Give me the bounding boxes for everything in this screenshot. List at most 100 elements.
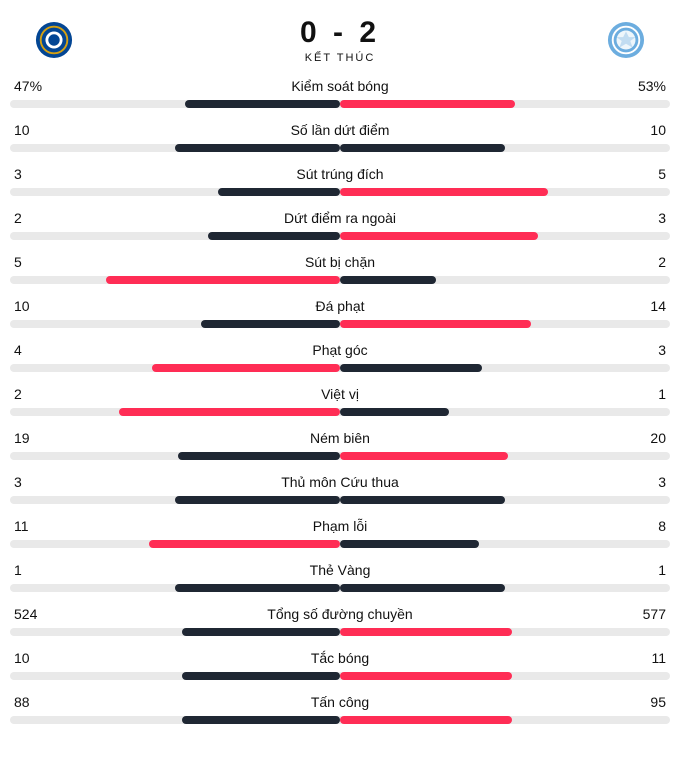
stat-row: 47%Kiểm soát bóng53% — [10, 78, 670, 108]
stat-row: 3Sút trúng đích5 — [10, 166, 670, 196]
away-team-crest — [606, 20, 646, 60]
stats-list: 47%Kiểm soát bóng53% 10Số lần dứt điểm10 3… — [10, 78, 670, 724]
stat-bar — [10, 144, 670, 152]
stat-home-bar — [178, 452, 340, 460]
stat-away-value: 1 — [630, 386, 666, 402]
score-text: 0 - 2 — [300, 16, 380, 50]
match-stats-panel: 0 - 2 KẾT THÚC 47%Kiểm soát bóng53% 10Số … — [0, 0, 680, 742]
stat-bar — [10, 188, 670, 196]
stat-home-value: 524 — [14, 606, 50, 622]
stat-row: 524Tổng số đường chuyền577 — [10, 606, 670, 636]
stat-home-value: 11 — [14, 518, 50, 534]
stat-away-bar — [340, 496, 505, 504]
stat-label: Đá phạt — [50, 298, 630, 314]
stat-bar — [10, 540, 670, 548]
stat-bar — [10, 232, 670, 240]
match-status: KẾT THÚC — [300, 52, 380, 64]
stat-away-bar — [340, 408, 449, 416]
stat-bar — [10, 672, 670, 680]
stat-away-bar — [340, 276, 436, 284]
stat-label: Tổng số đường chuyền — [50, 606, 630, 622]
stat-label: Thủ môn Cứu thua — [50, 474, 630, 490]
stat-home-value: 19 — [14, 430, 50, 446]
stat-label: Dứt điểm ra ngoài — [50, 210, 630, 226]
stat-home-value: 10 — [14, 122, 50, 138]
stat-head: 11Phạm lỗi8 — [10, 518, 670, 540]
stat-home-value: 3 — [14, 166, 50, 182]
stat-home-bar — [175, 496, 340, 504]
stat-home-bar — [106, 276, 340, 284]
stat-away-bar — [340, 100, 515, 108]
stat-away-bar — [340, 672, 512, 680]
stat-home-value: 2 — [14, 210, 50, 226]
stat-home-value: 47% — [14, 78, 50, 94]
stat-away-bar — [340, 716, 512, 724]
stat-head: 10Số lần dứt điểm10 — [10, 122, 670, 144]
stat-row: 10Tắc bóng11 — [10, 650, 670, 680]
stat-label: Tấn công — [50, 694, 630, 710]
stat-head: 10Đá phạt14 — [10, 298, 670, 320]
stat-away-value: 95 — [630, 694, 666, 710]
stat-bar — [10, 276, 670, 284]
stat-away-value: 5 — [630, 166, 666, 182]
stat-home-bar — [182, 672, 340, 680]
stat-head: 2Việt vị1 — [10, 386, 670, 408]
stat-away-bar — [340, 232, 538, 240]
stat-bar — [10, 584, 670, 592]
stat-home-bar — [119, 408, 340, 416]
stat-row: 10Đá phạt14 — [10, 298, 670, 328]
stat-label: Sút bị chặn — [50, 254, 630, 270]
stat-head: 3Sút trúng đích5 — [10, 166, 670, 188]
stat-bar — [10, 628, 670, 636]
stat-bar — [10, 716, 670, 724]
stat-home-bar — [175, 584, 340, 592]
stat-home-bar — [152, 364, 340, 372]
stat-label: Phạm lỗi — [50, 518, 630, 534]
stat-away-value: 53% — [630, 78, 666, 94]
stat-home-bar — [182, 716, 340, 724]
stat-away-value: 2 — [630, 254, 666, 270]
score-block: 0 - 2 KẾT THÚC — [300, 16, 380, 64]
stat-home-bar — [201, 320, 340, 328]
stat-home-value: 3 — [14, 474, 50, 490]
stat-label: Phạt góc — [50, 342, 630, 358]
stat-label: Sút trúng đích — [50, 166, 630, 182]
stat-row: 2Việt vị1 — [10, 386, 670, 416]
stat-home-bar — [149, 540, 340, 548]
home-score: 0 — [300, 16, 321, 49]
stat-home-value: 2 — [14, 386, 50, 402]
stat-head: 3Thủ môn Cứu thua3 — [10, 474, 670, 496]
home-team-crest — [34, 20, 74, 60]
stat-row: 88Tấn công95 — [10, 694, 670, 724]
stat-away-bar — [340, 540, 479, 548]
stat-bar — [10, 320, 670, 328]
stat-head: 10Tắc bóng11 — [10, 650, 670, 672]
stat-row: 4Phạt góc3 — [10, 342, 670, 372]
stat-home-bar — [182, 628, 340, 636]
stat-away-bar — [340, 320, 531, 328]
stat-away-value: 10 — [630, 122, 666, 138]
stat-away-value: 14 — [630, 298, 666, 314]
stat-away-value: 3 — [630, 342, 666, 358]
stat-head: 2Dứt điểm ra ngoài3 — [10, 210, 670, 232]
stat-away-bar — [340, 144, 505, 152]
stat-head: 88Tấn công95 — [10, 694, 670, 716]
stat-home-bar — [208, 232, 340, 240]
stat-head: 47%Kiểm soát bóng53% — [10, 78, 670, 100]
stat-bar — [10, 496, 670, 504]
stat-away-bar — [340, 188, 548, 196]
stat-home-bar — [218, 188, 340, 196]
stat-row: 5Sút bị chặn2 — [10, 254, 670, 284]
stat-head: 19Ném biên20 — [10, 430, 670, 452]
stat-head: 1Thẻ Vàng1 — [10, 562, 670, 584]
stat-away-value: 8 — [630, 518, 666, 534]
stat-home-value: 5 — [14, 254, 50, 270]
stat-row: 1Thẻ Vàng1 — [10, 562, 670, 592]
stat-away-value: 20 — [630, 430, 666, 446]
stat-away-value: 3 — [630, 210, 666, 226]
stat-away-bar — [340, 364, 482, 372]
stat-away-bar — [340, 584, 505, 592]
stat-away-bar — [340, 452, 508, 460]
stat-away-value: 577 — [630, 606, 666, 622]
stat-bar — [10, 100, 670, 108]
